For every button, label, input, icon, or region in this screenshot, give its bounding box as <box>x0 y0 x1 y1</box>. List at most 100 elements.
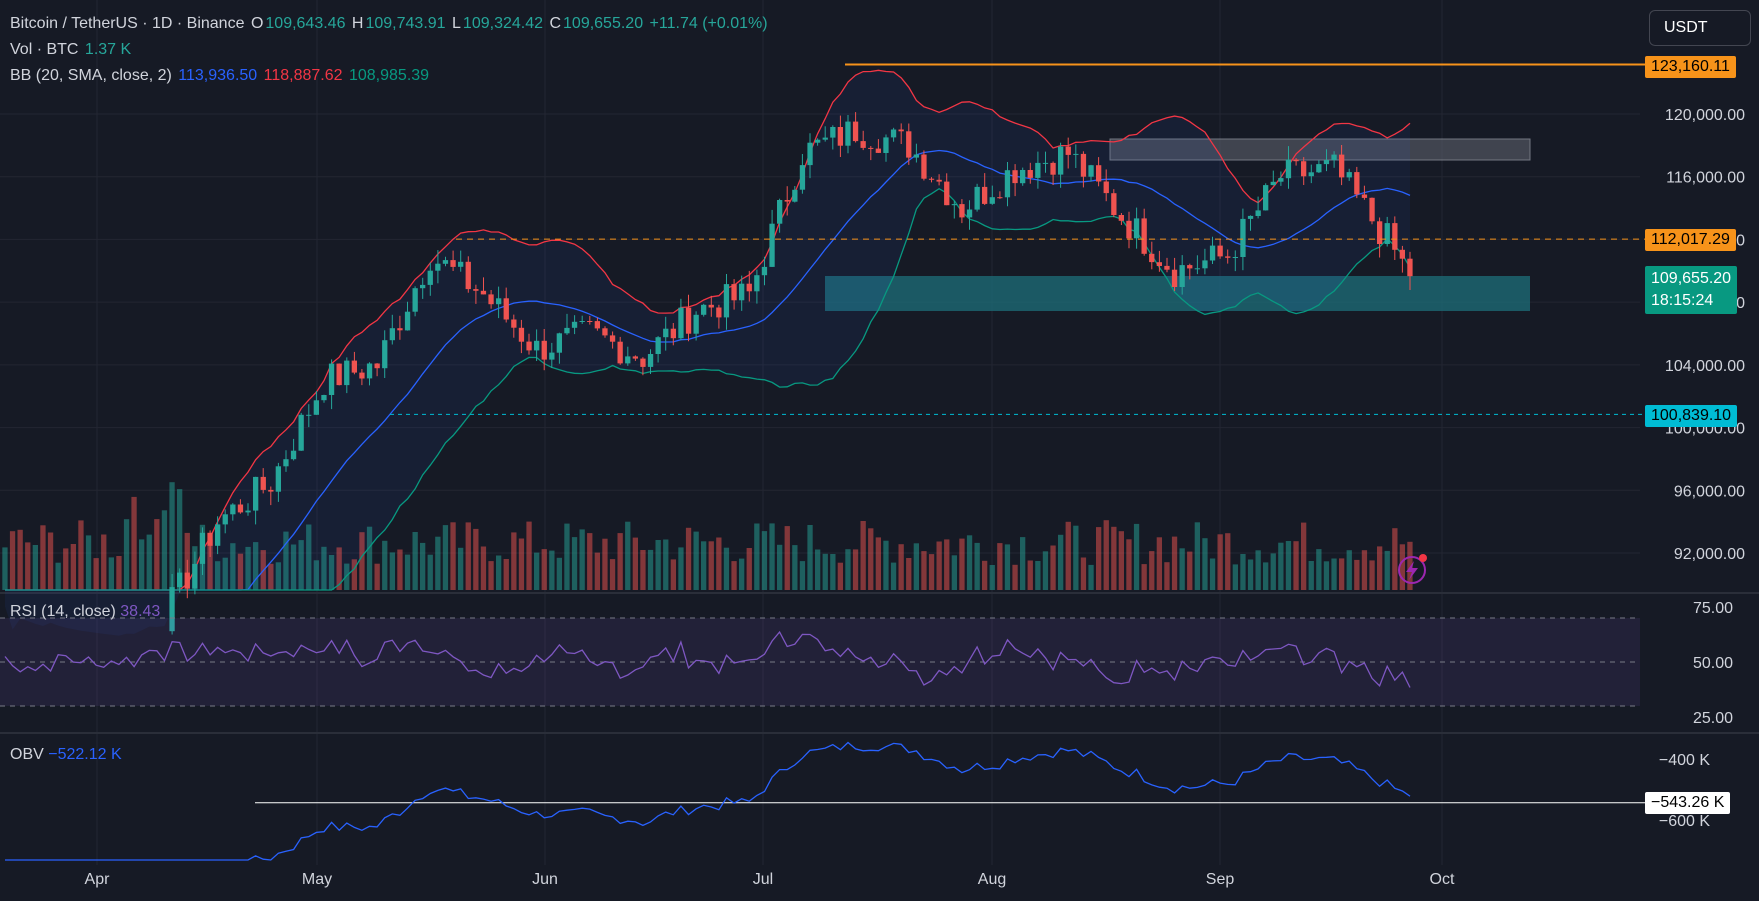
volume-legend[interactable]: Vol · BTC 1.37 K <box>10 41 133 59</box>
candle-body <box>427 270 433 285</box>
candle-body <box>1103 181 1109 194</box>
candle-body <box>1263 185 1269 211</box>
candle-body <box>830 127 836 138</box>
candle-body <box>1209 245 1216 261</box>
candle-body <box>420 284 426 289</box>
volume-bar <box>860 521 866 590</box>
rsi-pane <box>0 617 1640 707</box>
candle-body <box>868 147 874 149</box>
candle-body <box>1035 162 1041 178</box>
volume-bar <box>1399 544 1405 590</box>
volume-bar <box>1217 534 1223 590</box>
candle-body <box>1096 165 1102 182</box>
bb-legend[interactable]: BB (20, SMA, close, 2) 113,936.50 118,88… <box>10 67 431 85</box>
close-value: 109,655.20 <box>563 15 644 32</box>
volume-bar <box>708 541 714 590</box>
candle-body <box>382 340 388 369</box>
candle-body <box>534 340 540 351</box>
volume-bar <box>625 521 631 590</box>
volume-bar <box>571 537 578 590</box>
candle-body <box>723 284 730 318</box>
volume-bar <box>837 562 843 590</box>
lightning-icon[interactable] <box>1398 554 1427 584</box>
volume-bar <box>40 525 46 590</box>
candle-body <box>1232 257 1238 258</box>
candle-body <box>1407 258 1413 277</box>
volume-bar <box>678 547 684 590</box>
volume-bar <box>602 538 608 590</box>
candle-body <box>215 524 221 546</box>
candle-body <box>237 504 244 513</box>
candle-body <box>245 510 251 513</box>
candle-body <box>587 321 593 322</box>
volume-bar <box>1187 551 1193 590</box>
volume-bar <box>1346 550 1352 590</box>
obv-axis-label: −400 K <box>1659 752 1710 769</box>
candle-body <box>404 311 411 331</box>
candle-body <box>268 489 274 492</box>
candle-body <box>275 466 281 492</box>
volume-bar <box>1126 539 1132 590</box>
volume-bar <box>146 534 152 590</box>
candle-body <box>541 340 547 360</box>
volume-bar <box>275 562 281 590</box>
symbol-title[interactable]: Bitcoin / TetherUS · 1D · Binance <box>10 15 245 32</box>
candle-body <box>602 328 608 336</box>
volume-bar <box>716 537 722 590</box>
time-axis-label: Jul <box>753 871 773 888</box>
candle-body <box>754 275 760 292</box>
volume-bar <box>1293 541 1299 590</box>
obv-axis-label: −600 K <box>1659 813 1710 830</box>
candle-body <box>465 261 471 290</box>
volume-bar <box>1058 534 1064 590</box>
volume-bar <box>25 542 31 590</box>
volume-bar <box>404 554 411 590</box>
rsi-legend[interactable]: RSI (14, close) 38.43 <box>10 603 160 621</box>
volume-bar <box>906 558 912 590</box>
candle-body <box>1285 159 1292 179</box>
volume-bar <box>936 541 942 590</box>
candle-body <box>290 450 297 460</box>
volume-bar <box>526 521 532 590</box>
candle-body <box>1027 170 1033 178</box>
candle-body <box>298 414 304 451</box>
candle-body <box>1126 220 1132 239</box>
candle-body <box>731 284 737 301</box>
candle-body <box>822 137 828 140</box>
volume-bar <box>253 542 259 590</box>
candle-body <box>199 532 206 564</box>
candle-body <box>617 341 623 364</box>
volume-bar <box>1133 523 1140 590</box>
candle-body <box>450 260 456 267</box>
candle-body <box>496 298 502 305</box>
volume-bar <box>761 531 768 590</box>
price-axis-label: 96,000.00 <box>1674 483 1745 500</box>
candle-body <box>488 294 494 305</box>
candle-body <box>1225 256 1231 258</box>
volume-bar <box>852 549 859 590</box>
volume-bar <box>617 533 623 590</box>
volume-bar <box>731 561 737 590</box>
obv-legend[interactable]: OBV −522.12 K <box>10 746 122 764</box>
volume-bar <box>609 559 616 590</box>
volume-bar <box>632 537 638 590</box>
volume-bar <box>1149 551 1155 590</box>
candle-body <box>435 263 441 271</box>
candle-body <box>442 260 449 264</box>
candle-body <box>678 307 684 339</box>
candle-body <box>1202 260 1208 269</box>
candle-body <box>1004 170 1011 198</box>
volume-bar <box>161 510 168 590</box>
volume-bar <box>1225 533 1231 590</box>
volume-bar <box>647 549 654 590</box>
volume-bar <box>1004 544 1011 590</box>
currency-button[interactable]: USDT <box>1649 10 1751 46</box>
volume-bar <box>921 551 927 590</box>
candle-body <box>366 363 373 379</box>
volume-bar <box>723 547 730 590</box>
volume-bar <box>237 553 244 590</box>
support-price-tag: 100,839.10 <box>1645 405 1738 427</box>
price-axis-label: 104,000.00 <box>1665 358 1745 375</box>
volume-bar <box>1270 553 1276 590</box>
